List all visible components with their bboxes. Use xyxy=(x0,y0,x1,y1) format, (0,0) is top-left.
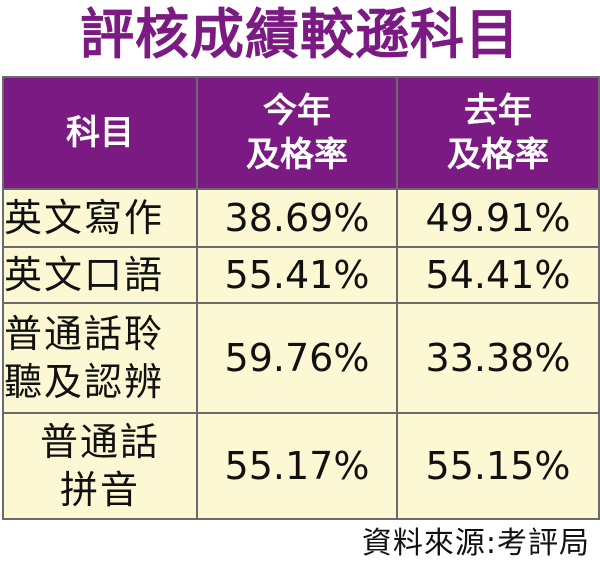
last-year-rate: 54.41% xyxy=(396,246,600,304)
header-this-year-line2: 及格率 xyxy=(246,135,348,175)
this-year-rate: 38.69% xyxy=(196,188,398,248)
subject-cell: 普通話聆 聽及認辨 xyxy=(2,302,198,414)
this-year-rate: 55.41% xyxy=(196,246,398,304)
chart-title: 評核成績較遜科目 xyxy=(80,3,520,66)
header-this-year-line1: 今年 xyxy=(263,91,331,131)
subject-label: 英文口語 xyxy=(4,253,165,297)
last-year-rate: 55.15% xyxy=(396,412,600,520)
subject-label-line2: 聽及認辨 xyxy=(4,360,165,404)
subject-label-line1: 普通話聆 xyxy=(4,312,165,356)
table-row: 普通話 拼音 55.17% 55.15% xyxy=(2,412,600,520)
table-row: 英文寫作 38.69% 49.91% xyxy=(2,188,600,248)
table-row: 普通話聆 聽及認辨 59.76% 33.38% xyxy=(2,302,600,414)
subject-label-line1: 普通話 xyxy=(39,420,160,464)
subject-cell: 普通話 拼音 xyxy=(2,412,198,520)
header-subject: 科目 xyxy=(2,76,198,190)
pass-rate-table: 科目 今年 及格率 去年 及格率 英文寫作 38.69% 49.91% 英文口語… xyxy=(2,76,600,520)
table-row: 英文口語 55.41% 54.41% xyxy=(2,246,600,304)
subject-label: 英文寫作 xyxy=(4,196,165,240)
header-row: 科目 今年 及格率 去年 及格率 xyxy=(2,76,600,190)
subject-cell: 英文寫作 xyxy=(2,188,198,248)
source-note: 資料來源:考評局 xyxy=(361,526,590,561)
header-last-year-line2: 及格率 xyxy=(447,135,549,175)
subject-cell: 英文口語 xyxy=(2,246,198,304)
header-subject-label: 科目 xyxy=(66,113,134,153)
last-year-rate: 33.38% xyxy=(396,302,600,414)
subject-label-line2: 拼音 xyxy=(59,468,140,512)
last-year-rate: 49.91% xyxy=(396,188,600,248)
this-year-rate: 59.76% xyxy=(196,302,398,414)
this-year-rate: 55.17% xyxy=(196,412,398,520)
header-last-year: 去年 及格率 xyxy=(396,76,600,190)
header-last-year-line1: 去年 xyxy=(464,91,532,131)
header-this-year: 今年 及格率 xyxy=(196,76,398,190)
